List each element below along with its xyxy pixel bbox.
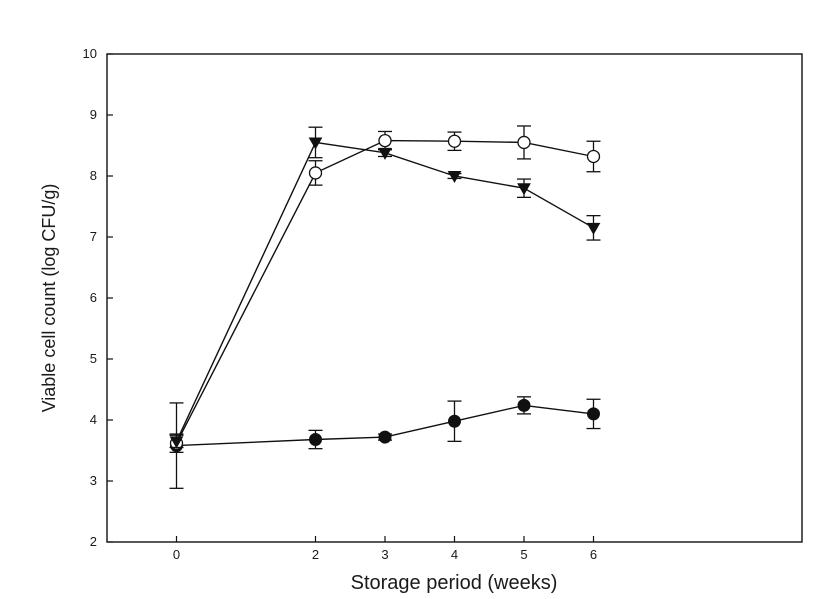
y-axis-label: Viable cell count (log CFU/g) (39, 184, 59, 413)
x-tick-label: 0 (173, 547, 180, 562)
data-point (587, 407, 600, 421)
series-line (175, 139, 594, 444)
series-circle-open (169, 125, 601, 453)
series-circle-filled (169, 396, 601, 489)
x-axis-ticks: 0 2 3 4 5 6 (173, 536, 597, 562)
series-layer (169, 125, 601, 489)
data-point (517, 398, 531, 412)
data-point (447, 134, 462, 148)
data-point (517, 135, 531, 150)
y-tick-label: 7 (90, 229, 97, 244)
data-point (447, 171, 462, 184)
data-point (308, 166, 323, 180)
x-tick-label: 5 (520, 547, 527, 562)
data-point (448, 414, 461, 428)
y-tick-label: 9 (90, 107, 97, 122)
series-triangle-down-filled (169, 126, 601, 449)
y-tick-label: 6 (90, 290, 97, 305)
data-point (378, 147, 392, 160)
data-point (586, 222, 601, 235)
y-tick-label: 4 (90, 412, 97, 427)
data-point (308, 137, 323, 150)
y-tick-label: 2 (90, 534, 97, 549)
data-point (586, 149, 601, 164)
x-tick-label: 4 (451, 547, 458, 562)
x-tick-label: 3 (381, 547, 388, 562)
data-point (378, 430, 392, 444)
data-point (169, 436, 184, 449)
y-axis-ticks: 2 3 4 5 6 7 8 9 10 (83, 46, 113, 549)
plot-frame (106, 53, 803, 543)
y-tick-label: 10 (83, 46, 97, 61)
data-point (378, 133, 392, 148)
series-line (176, 404, 594, 447)
y-tick-label: 8 (90, 168, 97, 183)
x-tick-label: 6 (590, 547, 597, 562)
data-point (309, 433, 322, 447)
y-tick-label: 3 (90, 473, 97, 488)
x-tick-label: 2 (312, 547, 319, 562)
series-line (175, 141, 594, 442)
y-tick-label: 5 (90, 351, 97, 366)
data-point (517, 183, 531, 196)
x-axis-label: Storage period (weeks) (351, 572, 558, 594)
